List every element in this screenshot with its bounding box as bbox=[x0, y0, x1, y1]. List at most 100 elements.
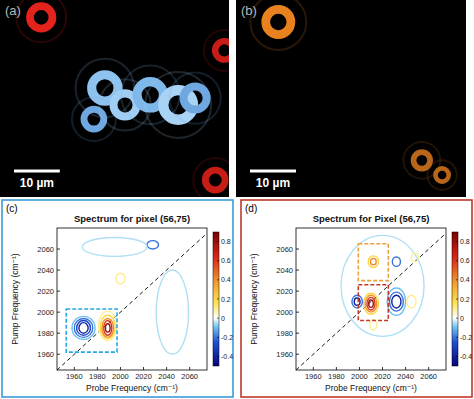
contour-line bbox=[392, 257, 400, 266]
image-background bbox=[236, 0, 466, 197]
scale-bar bbox=[250, 170, 296, 173]
x-tick-label: 2040 bbox=[158, 372, 175, 381]
image-panel bbox=[0, 0, 229, 197]
y-tick bbox=[296, 291, 299, 292]
x-tick-label: 1960 bbox=[305, 372, 322, 381]
highlight-box bbox=[358, 285, 388, 321]
contour-line bbox=[100, 315, 115, 338]
y-tick-label: 2040 bbox=[276, 266, 293, 275]
contour-line bbox=[369, 300, 374, 307]
y-tick bbox=[57, 291, 60, 292]
contour-line bbox=[341, 235, 424, 336]
colorbar-tick-label: 0.6 bbox=[221, 257, 231, 264]
x-tick bbox=[405, 367, 406, 370]
colorbar-tick-label: 0.4 bbox=[221, 276, 231, 283]
colorbar bbox=[452, 232, 458, 366]
x-tick bbox=[382, 367, 383, 370]
colorbar-tick bbox=[217, 279, 219, 280]
panel-label: (b) bbox=[241, 3, 257, 18]
contour-line bbox=[116, 273, 125, 284]
contour-line bbox=[147, 241, 159, 249]
spot bbox=[435, 168, 448, 181]
y-tick-label: 2000 bbox=[276, 308, 293, 317]
colorbar-tick bbox=[456, 356, 458, 357]
colorbar-tick bbox=[217, 337, 219, 338]
y-tick-label: 2040 bbox=[37, 266, 54, 275]
spot bbox=[414, 152, 431, 169]
y-tick bbox=[57, 249, 60, 250]
contour-line bbox=[407, 295, 416, 308]
y-tick-label: 2020 bbox=[37, 287, 54, 296]
colorbar-tick bbox=[217, 299, 219, 300]
contour-line bbox=[354, 298, 360, 305]
spot-halo bbox=[169, 72, 220, 123]
chart-title: Spectrum for Pixel (56,75) bbox=[313, 213, 430, 224]
plot-area bbox=[57, 228, 207, 370]
spot bbox=[184, 87, 207, 110]
colorbar-tick bbox=[456, 318, 458, 319]
spot-halo bbox=[204, 30, 229, 71]
contour-line bbox=[392, 295, 401, 308]
scale-bar-label: 10 µm bbox=[20, 176, 54, 190]
y-tick bbox=[296, 354, 299, 355]
x-tick-label: 2000 bbox=[351, 372, 368, 381]
colorbar-tick-label: 0 bbox=[460, 315, 464, 322]
x-axis-label: Probe Frequency (cm⁻¹) bbox=[86, 383, 178, 393]
axes-frame bbox=[296, 228, 446, 370]
y-tick bbox=[57, 312, 60, 313]
contour-line bbox=[389, 292, 403, 311]
x-tick-label: 2060 bbox=[181, 372, 198, 381]
scale-bar bbox=[14, 170, 60, 173]
colorbar-tick bbox=[456, 299, 458, 300]
highlight-box bbox=[66, 309, 117, 352]
diagonal-line bbox=[57, 228, 207, 370]
spot-halo bbox=[427, 160, 456, 189]
plot-area bbox=[296, 228, 446, 370]
contour-line bbox=[104, 321, 112, 336]
contour-line bbox=[367, 297, 375, 310]
x-tick bbox=[189, 367, 190, 370]
axes-frame bbox=[57, 228, 207, 370]
spot bbox=[266, 9, 291, 34]
spot-halo bbox=[72, 97, 116, 141]
y-tick-label: 2060 bbox=[37, 245, 54, 254]
x-tick bbox=[313, 367, 314, 370]
contour-line bbox=[82, 237, 147, 256]
image-background bbox=[0, 0, 229, 197]
scale-bar-label: 10 µm bbox=[256, 176, 290, 190]
y-tick bbox=[57, 333, 60, 334]
x-tick bbox=[336, 367, 337, 370]
y-tick-label: 2060 bbox=[276, 245, 293, 254]
contour-line bbox=[368, 256, 378, 268]
y-tick-label: 1960 bbox=[276, 350, 293, 359]
contour-line bbox=[370, 259, 376, 265]
x-tick-label: 1960 bbox=[66, 372, 83, 381]
contour-line bbox=[352, 295, 362, 308]
contour-line bbox=[79, 323, 88, 334]
diagonal-line bbox=[296, 228, 446, 370]
x-tick bbox=[120, 367, 121, 370]
colorbar-tick-label: -0.2 bbox=[221, 334, 233, 341]
colorbar-tick bbox=[217, 260, 219, 261]
y-tick-label: 1980 bbox=[37, 329, 54, 338]
contour-line bbox=[74, 318, 92, 337]
contour-line bbox=[365, 295, 377, 312]
colorbar-tick-label: 0.6 bbox=[460, 257, 470, 264]
y-tick bbox=[296, 249, 299, 250]
spot-halo bbox=[145, 72, 211, 138]
spot bbox=[215, 41, 229, 59]
x-tick bbox=[143, 367, 144, 370]
colorbar-tick-label: 0 bbox=[221, 315, 225, 322]
x-tick-label: 2020 bbox=[374, 372, 391, 381]
panel-frame bbox=[2, 200, 233, 397]
panel-label: (a) bbox=[5, 3, 21, 18]
colorbar-tick bbox=[217, 318, 219, 319]
colorbar-tick bbox=[456, 241, 458, 242]
colorbar bbox=[213, 232, 219, 366]
spot bbox=[205, 170, 225, 190]
y-tick-label: 2000 bbox=[37, 308, 54, 317]
y-axis-label: Pump Frequency (cm⁻¹) bbox=[10, 253, 20, 345]
contour-line bbox=[72, 316, 95, 339]
colorbar-tick bbox=[217, 241, 219, 242]
y-tick-label: 1960 bbox=[37, 350, 54, 359]
